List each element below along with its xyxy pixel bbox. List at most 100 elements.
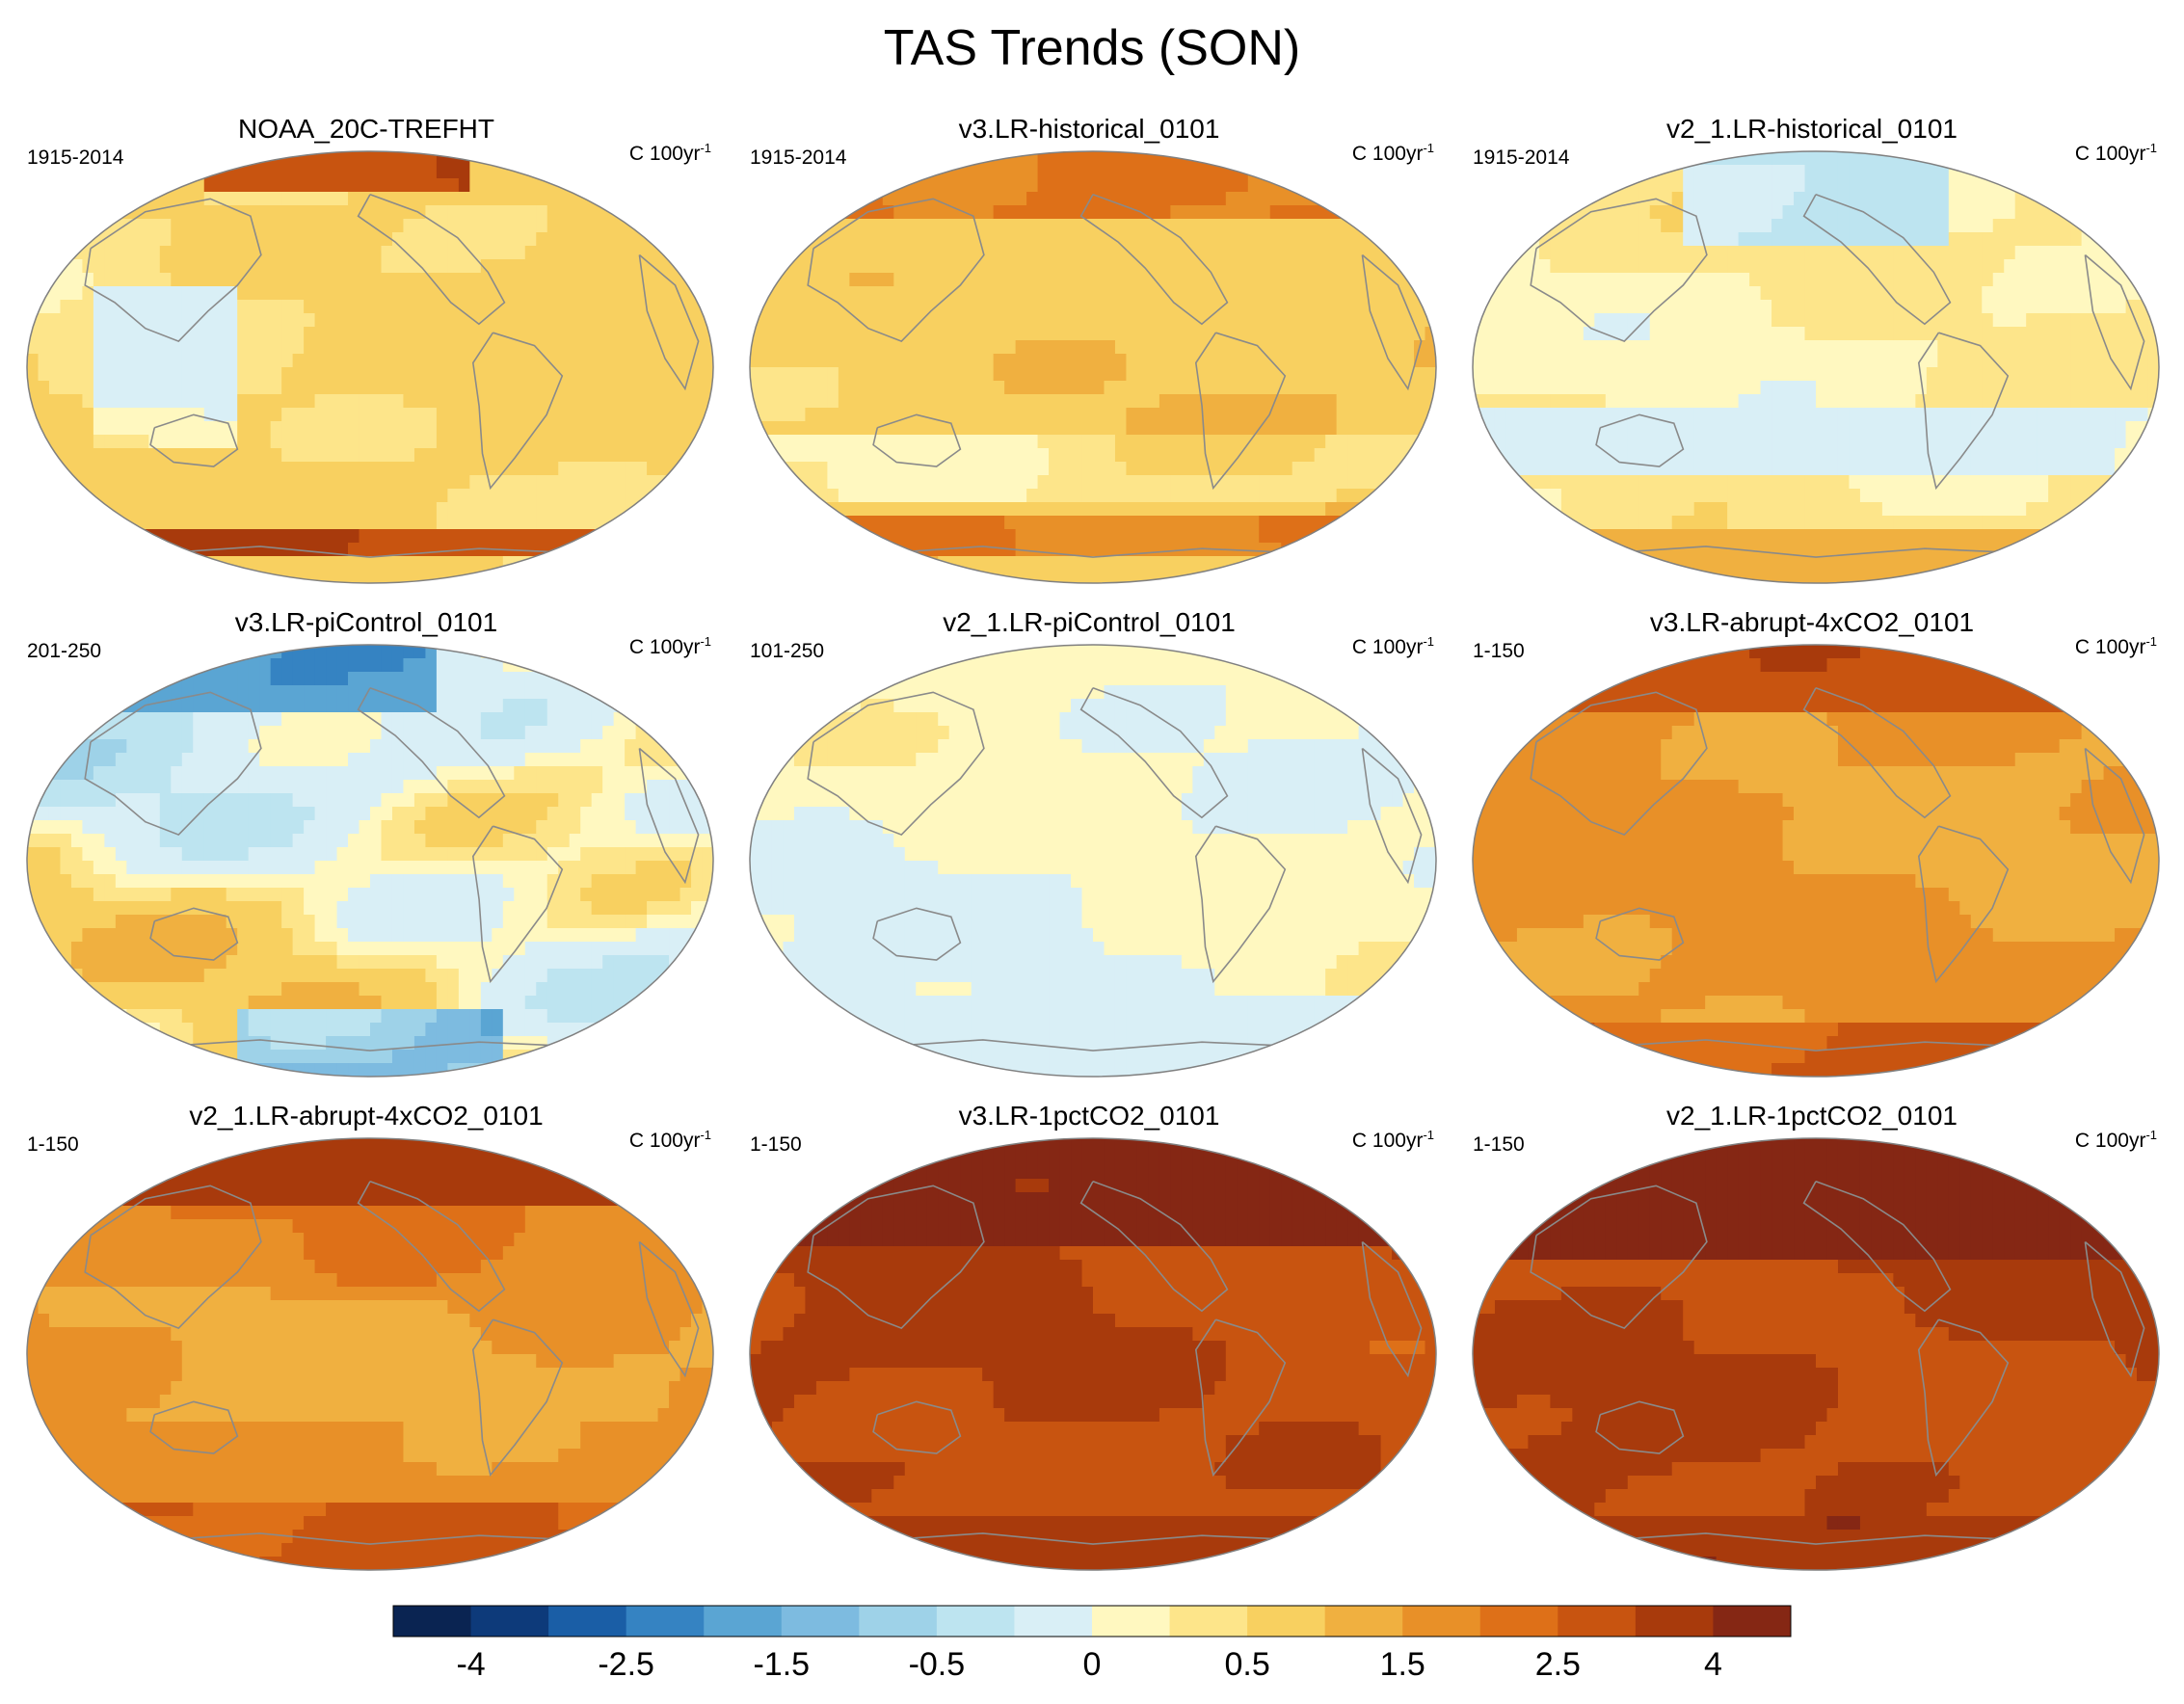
trend-cell xyxy=(546,246,560,260)
trend-cell xyxy=(2103,354,2116,368)
trend-cell xyxy=(635,435,648,449)
trend-cell xyxy=(381,529,393,544)
trend-cell xyxy=(348,273,360,287)
trend-cell xyxy=(248,435,260,449)
trend-cell xyxy=(2103,327,2116,341)
trend-cell xyxy=(871,246,884,260)
trend-cell xyxy=(971,516,983,530)
trend-cell xyxy=(359,556,371,571)
trend-cell xyxy=(93,570,106,583)
trend-cell xyxy=(1414,489,1426,503)
trend-cell xyxy=(625,435,637,449)
trend-cell xyxy=(750,178,762,193)
trend-cell xyxy=(691,273,704,287)
trend-cell xyxy=(270,408,282,422)
trend-cell xyxy=(1627,246,1640,260)
trend-cell xyxy=(1871,192,1883,206)
trend-cell xyxy=(1926,313,1939,328)
trend-cell xyxy=(1738,205,1750,220)
trend-cell xyxy=(492,165,504,179)
trend-cell xyxy=(546,435,560,449)
trend-cell xyxy=(1370,448,1382,463)
trend-cell xyxy=(702,462,713,476)
trend-cell xyxy=(492,448,504,463)
trend-cell xyxy=(827,273,839,287)
trend-cell xyxy=(413,570,427,583)
trend-cell xyxy=(2081,165,2093,179)
trend-cell xyxy=(760,529,773,544)
trend-cell xyxy=(1281,556,1293,571)
trend-cell xyxy=(403,502,415,517)
trend-cell xyxy=(613,489,626,503)
trend-cell xyxy=(750,448,762,463)
trend-cell xyxy=(492,489,504,503)
trend-cell xyxy=(1281,381,1293,395)
trend-cell xyxy=(971,475,983,490)
trend-cell xyxy=(1136,151,1150,166)
trend-cell xyxy=(1126,259,1138,274)
trend-cell xyxy=(1402,178,1415,193)
trend-cell xyxy=(1104,165,1116,179)
trend-cell xyxy=(391,529,405,544)
trend-cell xyxy=(1292,219,1304,233)
trend-cell xyxy=(1225,462,1238,476)
trend-cell xyxy=(1992,300,2006,314)
trend-cell xyxy=(1804,273,1817,287)
trend-cell xyxy=(938,246,950,260)
trend-cell xyxy=(281,502,294,517)
trend-cell xyxy=(635,192,648,206)
trend-cell xyxy=(904,421,918,436)
trend-cell xyxy=(348,543,360,557)
trend-cell xyxy=(1528,273,1540,287)
trend-cell xyxy=(1049,165,1061,179)
trend-cell xyxy=(815,381,829,395)
trend-cell xyxy=(591,381,603,395)
trend-cell xyxy=(425,543,438,557)
trend-cell xyxy=(181,219,195,233)
trend-cell xyxy=(1136,354,1150,368)
trend-cell xyxy=(613,340,626,355)
trend-cell xyxy=(1392,340,1404,355)
trend-cell xyxy=(2048,151,2061,166)
trend-cell xyxy=(893,394,906,409)
trend-cell xyxy=(281,192,294,206)
trend-cell xyxy=(558,273,571,287)
trend-cell xyxy=(38,340,50,355)
trend-cell xyxy=(1871,313,1883,328)
trend-cell xyxy=(1192,151,1205,166)
trend-cell xyxy=(838,489,851,503)
trend-cell xyxy=(827,529,839,544)
trend-cell xyxy=(982,556,995,571)
trend-cell xyxy=(691,313,704,328)
trend-cell xyxy=(193,151,205,166)
trend-cell xyxy=(860,165,873,179)
trend-cell xyxy=(469,367,482,382)
trend-cell xyxy=(1126,394,1138,409)
trend-cell xyxy=(635,381,648,395)
trend-cell xyxy=(1583,340,1596,355)
trend-cell xyxy=(1093,327,1105,341)
trend-cell xyxy=(248,421,260,436)
trend-cell xyxy=(702,259,713,274)
trend-cell xyxy=(60,354,72,368)
trend-cell xyxy=(148,273,161,287)
trend-cell xyxy=(1303,462,1316,476)
trend-cell xyxy=(1214,340,1227,355)
trend-cell xyxy=(126,570,139,583)
trend-cell xyxy=(1505,313,1518,328)
trend-cell xyxy=(248,165,260,179)
trend-cell xyxy=(2070,313,2083,328)
trend-cell xyxy=(904,435,918,449)
trend-cell xyxy=(580,448,593,463)
trend-cell xyxy=(60,394,72,409)
trend-cell xyxy=(750,205,762,220)
trend-cell xyxy=(171,367,183,382)
trend-cell xyxy=(126,543,139,557)
trend-cell xyxy=(48,448,62,463)
trend-cell xyxy=(1683,259,1695,274)
trend-cell xyxy=(1959,327,1972,341)
trend-cell xyxy=(381,556,393,571)
panel-period: 1915-2014 xyxy=(27,146,124,169)
trend-cell xyxy=(783,462,795,476)
trend-cell xyxy=(270,219,282,233)
